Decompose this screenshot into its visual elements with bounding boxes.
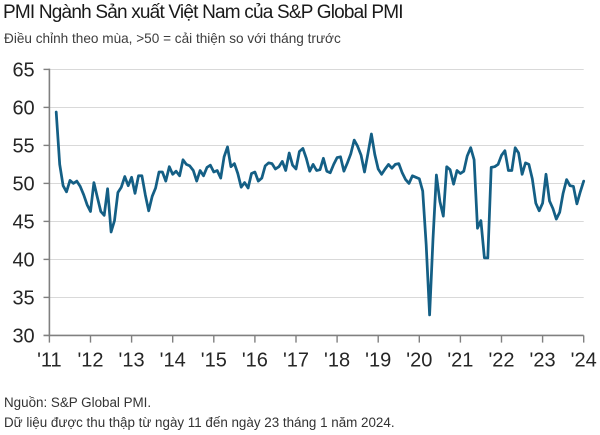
svg-text:'18: '18 <box>324 350 350 372</box>
svg-text:'12: '12 <box>77 350 103 372</box>
svg-text:50: 50 <box>12 173 34 195</box>
svg-text:'23: '23 <box>530 350 556 372</box>
svg-text:'21: '21 <box>447 350 473 372</box>
svg-text:'17: '17 <box>283 350 309 372</box>
svg-text:'14: '14 <box>160 350 186 372</box>
svg-text:55: 55 <box>12 135 34 157</box>
svg-text:'20: '20 <box>406 350 432 372</box>
svg-text:'22: '22 <box>488 350 514 372</box>
svg-text:'16: '16 <box>242 350 268 372</box>
svg-text:30: 30 <box>12 325 34 347</box>
svg-text:'13: '13 <box>119 350 145 372</box>
svg-text:60: 60 <box>12 97 34 119</box>
svg-text:'15: '15 <box>201 350 227 372</box>
svg-text:'11: '11 <box>37 350 62 372</box>
svg-text:40: 40 <box>12 249 34 271</box>
svg-text:'19: '19 <box>365 350 391 372</box>
svg-text:65: 65 <box>12 59 34 81</box>
svg-text:35: 35 <box>12 287 34 309</box>
svg-text:'24: '24 <box>571 350 597 372</box>
svg-text:45: 45 <box>12 211 34 233</box>
